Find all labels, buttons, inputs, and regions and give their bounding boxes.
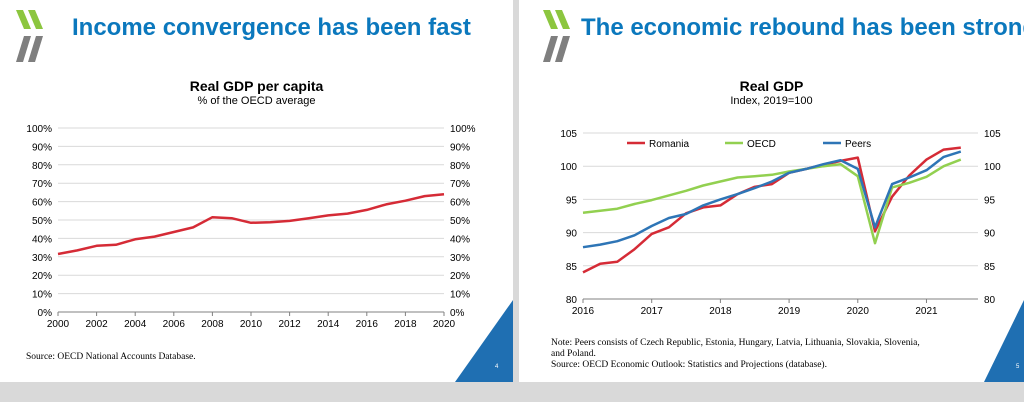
corner-triangle	[984, 300, 1024, 382]
gdp-series-line	[57, 192, 445, 256]
legend-label-peers: Peers	[845, 139, 871, 150]
y-tick-label-left: 40%	[32, 234, 52, 245]
y-tick-label-left: 100%	[26, 124, 52, 135]
right-chart-subtitle: Index, 2019=100	[730, 95, 813, 107]
y-tick-label-right: 20%	[450, 271, 470, 282]
right-note-line2: and Poland.	[551, 349, 596, 359]
y-tick-label-right: 80%	[450, 161, 470, 172]
y-tick-label-right: 50%	[450, 216, 470, 227]
real-gdp-chart: 80 80 85 85 90 90 95 95 100 100 105 105 2016 2017 2018…	[560, 129, 1001, 317]
x-tick-label: 2017	[641, 306, 664, 317]
x-tick-label: 2019	[778, 306, 801, 317]
x-tick-label: 2014	[317, 319, 340, 330]
y-tick-label-left: 105	[560, 129, 577, 140]
x-tick-label: 2016	[356, 319, 379, 330]
y-tick-label-right: 90%	[450, 142, 470, 153]
legend-label-oecd: OECD	[747, 139, 776, 150]
y-tick-label-left: 60%	[32, 198, 52, 209]
x-tick-label: 2020	[847, 306, 870, 317]
y-tick-label-right: 40%	[450, 234, 470, 245]
peers-series-line	[582, 150, 962, 249]
left-chart-title: Real GDP per capita	[189, 78, 324, 94]
y-tick-label-left: 20%	[32, 271, 52, 282]
x-tick-label: 2002	[85, 319, 108, 330]
x-tick-label: 2006	[163, 319, 186, 330]
left-page-number: 4	[495, 364, 499, 370]
y-tick-label-right: 10%	[450, 290, 470, 301]
y-tick-label-left: 70%	[32, 179, 52, 190]
x-tick-label: 2016	[572, 306, 595, 317]
y-tick-label-left: 30%	[32, 253, 52, 264]
y-tick-label-right: 105	[984, 129, 1001, 140]
right-source: Source: OECD Economic Outlook: Statistic…	[551, 360, 827, 370]
y-tick-label-left: 50%	[32, 216, 52, 227]
y-tick-label-right: 0%	[450, 308, 465, 319]
oecd-series-line	[582, 158, 962, 245]
y-tick-label-left: 10%	[32, 290, 52, 301]
y-tick-label-left: 95	[566, 195, 578, 206]
right-page-number: 5	[1016, 364, 1020, 370]
slide-left: Income convergence has been fast Real GD…	[0, 0, 513, 382]
y-tick-label-left: 90%	[32, 142, 52, 153]
y-tick-label-right: 100	[984, 162, 1001, 173]
y-tick-label-right: 60%	[450, 198, 470, 209]
x-tick-label: 2010	[240, 319, 263, 330]
oecd-logo-icon	[543, 10, 570, 62]
y-tick-label-right: 70%	[450, 179, 470, 190]
slide-gap	[513, 0, 519, 382]
x-tick-label: 2021	[915, 306, 938, 317]
y-tick-label-right: 100%	[450, 124, 476, 135]
slide-right: The economic rebound has been strong Rea…	[519, 0, 1024, 382]
x-tick-label: 2012	[278, 319, 301, 330]
legend-label-romania: Romania	[649, 139, 689, 150]
left-chart-subtitle: % of the OECD average	[197, 95, 316, 107]
x-tick-label: 2000	[47, 319, 70, 330]
y-tick-label-right: 30%	[450, 253, 470, 264]
y-tick-label-right: 80	[984, 295, 996, 306]
y-tick-label-left: 90	[566, 229, 578, 240]
y-tick-label-left: 85	[566, 262, 578, 273]
y-tick-label-left: 0%	[38, 308, 53, 319]
y-tick-label-left: 100	[560, 162, 577, 173]
right-note-line1: Note: Peers consists of Czech Republic, …	[551, 338, 920, 348]
left-source: Source: OECD National Accounts Database.	[26, 352, 196, 362]
right-slide-title: The economic rebound has been strong	[581, 14, 1024, 41]
x-tick-label: 2008	[201, 319, 224, 330]
y-tick-label-left: 80%	[32, 161, 52, 172]
x-tick-label: 2004	[124, 319, 147, 330]
y-tick-label-right: 90	[984, 229, 996, 240]
x-tick-label: 2020	[433, 319, 456, 330]
romania-series-line	[582, 146, 961, 274]
oecd-logo-icon	[16, 10, 43, 62]
corner-triangle	[455, 300, 513, 382]
gdp-per-capita-chart: 0% 0% 10% 10% 20% 20% 30% 30% 40% 40% 50% 50% 60% 60%…	[26, 124, 476, 330]
x-tick-label: 2018	[394, 319, 417, 330]
y-tick-label-right: 85	[984, 262, 996, 273]
x-tick-label: 2018	[709, 306, 732, 317]
bottom-bar	[0, 382, 1024, 402]
right-chart-title: Real GDP	[739, 78, 804, 94]
y-tick-label-right: 95	[984, 195, 996, 206]
y-tick-label-left: 80	[566, 295, 578, 306]
left-slide-title: Income convergence has been fast	[72, 14, 471, 41]
